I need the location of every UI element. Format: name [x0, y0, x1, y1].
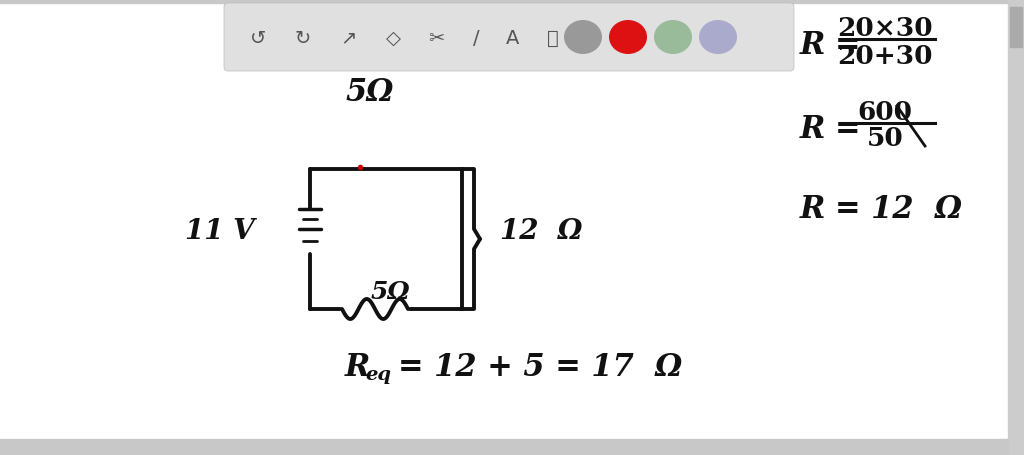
Text: 20×30: 20×30 — [838, 15, 933, 40]
Text: R =: R = — [800, 114, 861, 145]
Text: ◇: ◇ — [385, 29, 400, 47]
Text: 20+30: 20+30 — [838, 43, 933, 68]
Text: ↺: ↺ — [250, 29, 266, 47]
Text: /: / — [473, 29, 479, 47]
Text: A: A — [506, 29, 520, 47]
Text: R =: R = — [800, 30, 861, 61]
Text: ↗: ↗ — [340, 29, 356, 47]
Text: 600: 600 — [857, 100, 912, 125]
Text: eq: eq — [365, 365, 391, 383]
FancyBboxPatch shape — [224, 4, 794, 72]
Ellipse shape — [654, 21, 692, 55]
Text: 11 V: 11 V — [185, 218, 255, 245]
Text: = 12 + 5 = 17  Ω: = 12 + 5 = 17 Ω — [398, 352, 682, 383]
Text: ↻: ↻ — [295, 29, 311, 47]
Text: 5Ω: 5Ω — [371, 279, 410, 303]
Text: 5Ω: 5Ω — [346, 76, 394, 107]
Ellipse shape — [699, 21, 737, 55]
Bar — [0, 0, 1024, 4]
Bar — [1010, 8, 1022, 48]
Text: 12  Ω: 12 Ω — [500, 218, 583, 245]
Bar — [1008, 0, 1024, 455]
Text: ⬜: ⬜ — [547, 29, 559, 47]
Bar — [0, 439, 1008, 455]
Text: 50: 50 — [866, 125, 903, 150]
Text: ✂: ✂ — [428, 29, 444, 47]
Text: R: R — [345, 352, 371, 383]
Ellipse shape — [564, 21, 602, 55]
Text: R = 12  Ω: R = 12 Ω — [800, 194, 963, 225]
Ellipse shape — [609, 21, 647, 55]
